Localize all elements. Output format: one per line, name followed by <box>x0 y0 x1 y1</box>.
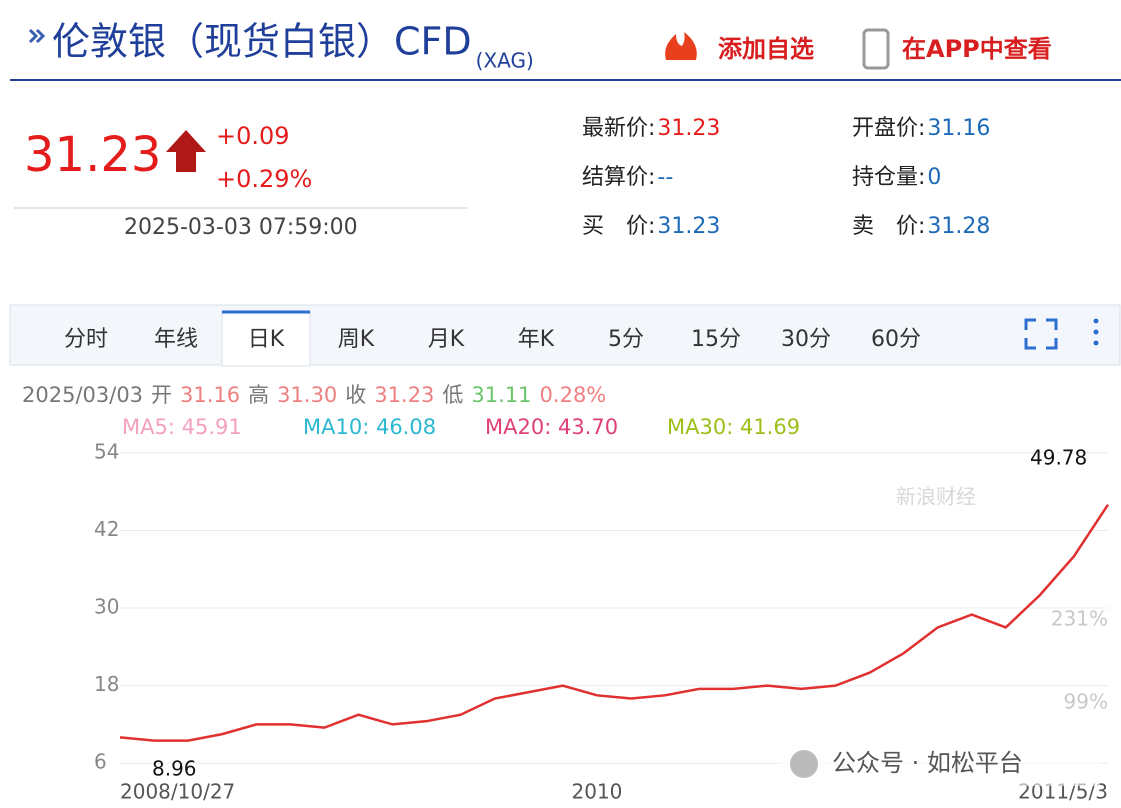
field-value: 31.28 <box>927 214 990 239</box>
y-tick-label: 30 <box>94 595 119 619</box>
field-label: 卖 价: <box>852 214 925 239</box>
ohlc-value: 31.30 <box>277 383 337 407</box>
field-label: 买 价: <box>582 214 655 239</box>
phone-icon[interactable] <box>862 28 890 70</box>
field-value: 0 <box>927 165 941 190</box>
ma-legend: MA10: 46.08 <box>303 415 436 439</box>
tab[interactable]: 60分 <box>871 327 921 352</box>
tab-bar <box>9 304 1121 366</box>
active-tab <box>221 310 311 367</box>
tab[interactable]: 15分 <box>691 327 741 352</box>
price-line <box>119 503 1110 742</box>
tab[interactable]: 年线 <box>154 327 198 352</box>
watermark: 新浪财经 <box>896 485 976 509</box>
annotation: 49.78 <box>1030 446 1087 470</box>
right-label: 99% <box>1064 690 1108 714</box>
watermark-bg <box>780 742 1100 786</box>
ohlc-label: 开 <box>151 383 172 407</box>
fire-icon <box>665 32 697 60</box>
ohlc-label: 收 <box>345 383 366 407</box>
fullscreen-icon[interactable] <box>1024 318 1058 350</box>
ohlc-date: 2025/03/03 <box>22 383 143 407</box>
wechat-icon <box>790 750 818 778</box>
right-label: 231% <box>1051 607 1108 631</box>
field-value: 31.16 <box>927 116 990 141</box>
up-arrow <box>166 130 206 172</box>
ohlc-label: 低 <box>442 383 463 407</box>
action[interactable]: 在APP中查看 <box>902 35 1052 63</box>
tab[interactable]: 日K <box>248 327 285 352</box>
action[interactable]: 添加自选 <box>718 35 814 63</box>
ohlc-value: 31.11 <box>471 383 531 407</box>
field-label: 持仓量: <box>852 165 925 190</box>
time: 2025-03-03 07:59:00 <box>124 215 358 240</box>
tab[interactable]: 分时 <box>64 327 108 352</box>
y-tick-label: 42 <box>94 517 119 541</box>
y-tick-label: 18 <box>94 672 119 696</box>
title: 伦敦银（现货白银）CFD <box>52 20 472 64</box>
change-pct: +0.29% <box>216 165 312 193</box>
field-value: 31.23 <box>657 214 720 239</box>
x-tick-label: 2010 <box>572 780 623 804</box>
ohlc-value: 31.23 <box>374 383 434 407</box>
code: (XAG) <box>476 49 534 73</box>
menu-dot[interactable] <box>1093 340 1099 346</box>
tab[interactable]: 周K <box>338 327 375 352</box>
ohlc-pct: 0.28% <box>540 383 607 407</box>
field-label: 开盘价: <box>852 116 925 141</box>
menu-dot[interactable] <box>1093 329 1099 335</box>
price: 31.23 <box>24 127 161 183</box>
ma-legend: MA20: 43.70 <box>485 415 618 439</box>
field-label: 最新价: <box>582 116 655 141</box>
watermark: 公众号 · 如松平台 <box>832 749 1023 777</box>
field-value: 31.23 <box>657 116 720 141</box>
change: +0.09 <box>216 122 290 150</box>
y-tick-label: 6 <box>94 750 107 774</box>
chevron-icon <box>28 28 46 44</box>
y-tick-label: 54 <box>94 439 119 463</box>
tab[interactable]: 月K <box>428 327 465 352</box>
tab[interactable]: 5分 <box>608 327 644 352</box>
field-value: -- <box>657 165 673 190</box>
ohlc-value: 31.16 <box>180 383 240 407</box>
tab[interactable]: 30分 <box>781 327 831 352</box>
field-label: 结算价: <box>582 165 655 190</box>
ma-legend: MA30: 41.69 <box>667 415 800 439</box>
ma-legend: MA5: 45.91 <box>122 415 242 439</box>
annotation: 8.96 <box>152 757 197 781</box>
ohlc-label: 高 <box>248 383 269 407</box>
menu-dot[interactable] <box>1093 318 1099 324</box>
tab[interactable]: 年K <box>518 327 555 352</box>
x-tick-label: 2008/10/27 <box>120 780 235 804</box>
